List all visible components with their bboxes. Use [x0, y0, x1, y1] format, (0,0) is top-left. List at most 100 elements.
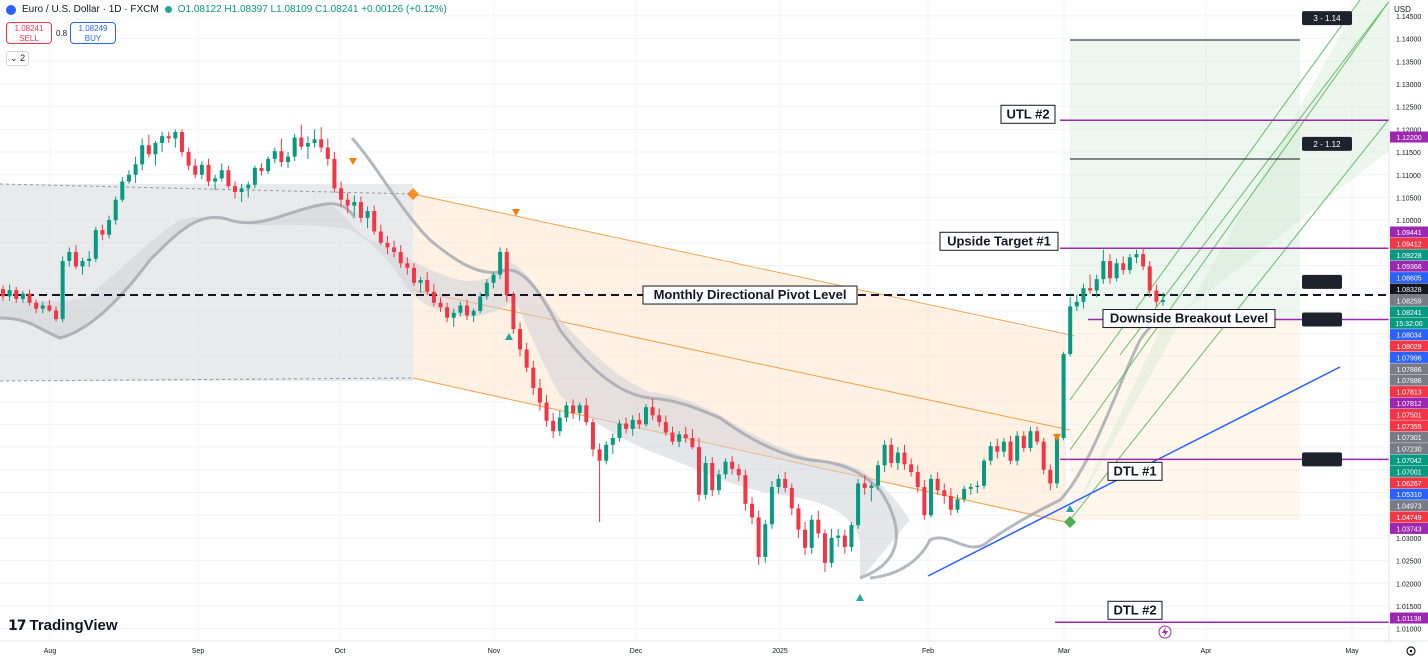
candle-body: [312, 139, 317, 143]
candle-body: [862, 483, 867, 488]
y-tick-label: 1.13000: [1396, 82, 1421, 89]
level-label: DTL #2: [1113, 602, 1156, 617]
symbol-title[interactable]: Euro / U.S. Dollar · 1D · FXCM: [22, 4, 159, 15]
candle-body: [179, 132, 184, 153]
candle-body: [299, 137, 304, 147]
candle-body: [451, 312, 456, 318]
settings-gear-icon[interactable]: [1406, 646, 1416, 656]
price-label: 1.07042: [1396, 458, 1421, 465]
x-tick-label: May: [1345, 648, 1359, 655]
y-tick-label: 1.11000: [1396, 173, 1421, 180]
candle-body: [584, 405, 589, 423]
trade-panel: 1.08241 SELL 0.8 1.08249 BUY: [6, 22, 116, 44]
candle-body: [233, 186, 237, 192]
envelope-recent-curve: [869, 316, 1166, 580]
candle-body: [789, 487, 794, 509]
lightning-icon[interactable]: [1158, 625, 1172, 639]
candle-body: [809, 519, 814, 548]
candle-body: [378, 231, 383, 243]
marker-tag: [1302, 274, 1342, 289]
price-label-tag: [1390, 488, 1428, 500]
candle-body: [34, 302, 39, 309]
chevron-down-icon: ⌄: [10, 53, 18, 63]
candle-body: [1154, 290, 1159, 302]
candle-body: [7, 290, 12, 297]
buy-button[interactable]: 1.08249 BUY: [70, 22, 116, 44]
indicators-toggle[interactable]: ⌄ 2: [6, 51, 30, 66]
candle-body: [153, 142, 158, 155]
candle-body: [120, 181, 125, 200]
buy-signal-marker: [1066, 505, 1074, 512]
candle-body: [491, 274, 496, 283]
currency-label[interactable]: USD: [1394, 5, 1411, 14]
candle-body: [478, 296, 483, 311]
candle-body: [54, 310, 59, 320]
target-label: 2 - 1.12: [1313, 140, 1341, 149]
price-label: 1.03743: [1396, 526, 1421, 533]
candle-body: [1061, 354, 1066, 439]
price-label: 1.05310: [1396, 492, 1421, 499]
tradingview-logo[interactable]: 𝟭𝟳 TradingView: [8, 617, 118, 634]
candle-body: [465, 305, 469, 316]
price-label-tag: [1390, 374, 1428, 386]
price-label-tag: [1390, 272, 1428, 284]
candle-body: [206, 164, 211, 182]
candle-body: [1015, 435, 1020, 461]
candle-body: [683, 434, 688, 439]
candle-body: [763, 524, 768, 557]
candle-body: [1161, 300, 1165, 302]
candle-body: [113, 199, 118, 221]
candle-body: [962, 488, 967, 500]
price-label: 1.09441: [1396, 230, 1421, 237]
price-label: 1.07301: [1396, 435, 1421, 442]
candle-body: [1041, 441, 1046, 470]
price-label-tag: [1390, 226, 1428, 238]
candle-body: [80, 260, 85, 267]
price-label: 1.07812: [1396, 401, 1421, 408]
time-axis[interactable]: Aug Sep Oct Nov Dec 2025 Feb Mar Apr May: [0, 640, 1428, 666]
candle-body: [670, 432, 675, 442]
envelope-upper-curve: [350, 137, 898, 580]
candle-body: [405, 263, 410, 268]
price-label: 1.07501: [1396, 412, 1421, 419]
spread-value: 0.8: [56, 28, 68, 38]
x-tick-label: Feb: [922, 648, 934, 655]
price-axis[interactable]: 1.14500 1.14000 1.13500 1.13000 1.12500 1.120…: [1388, 0, 1428, 641]
candle-body: [571, 405, 576, 414]
level-label: UTL #2: [1006, 106, 1049, 121]
candle-body: [1107, 260, 1112, 279]
level-label: Upside Target #1: [947, 233, 1051, 248]
price-label: 1.07230: [1396, 447, 1421, 454]
y-tick-label: 1.01000: [1396, 627, 1421, 634]
candle-body: [537, 388, 542, 403]
candle-body: [1081, 288, 1086, 302]
price-label-tag: [1390, 443, 1428, 455]
candle-body: [431, 291, 436, 303]
candle-body: [663, 422, 668, 433]
price-label-tag: [1390, 351, 1428, 363]
candle-body: [895, 452, 900, 463]
candle-body: [590, 422, 595, 450]
candle-body: [266, 158, 271, 172]
x-tick-label: 2025: [772, 648, 788, 655]
candle-body: [246, 184, 251, 189]
y-tick-label: 1.13500: [1396, 59, 1421, 66]
candle-body: [935, 478, 940, 491]
ohlc-readout: O1.08122 H1.08397 L1.08109 C1.08241 +0.0…: [177, 4, 447, 15]
candle-body: [107, 220, 112, 235]
candle-body: [836, 535, 841, 538]
price-label: 1.07001: [1396, 469, 1421, 476]
candle-body: [146, 145, 151, 155]
candle-body: [902, 452, 907, 465]
x-tick-label: Apr: [1201, 648, 1213, 655]
sell-button[interactable]: 1.08241 SELL: [6, 22, 52, 44]
level-label: DTL #1: [1113, 463, 1156, 478]
candle-body: [736, 468, 741, 476]
candle-body: [67, 251, 72, 261]
candle-body: [842, 535, 847, 547]
price-label: 1.08029: [1396, 344, 1421, 351]
candle-body: [1114, 263, 1119, 279]
price-label-tag: [1390, 386, 1428, 398]
candle-body: [100, 230, 105, 235]
